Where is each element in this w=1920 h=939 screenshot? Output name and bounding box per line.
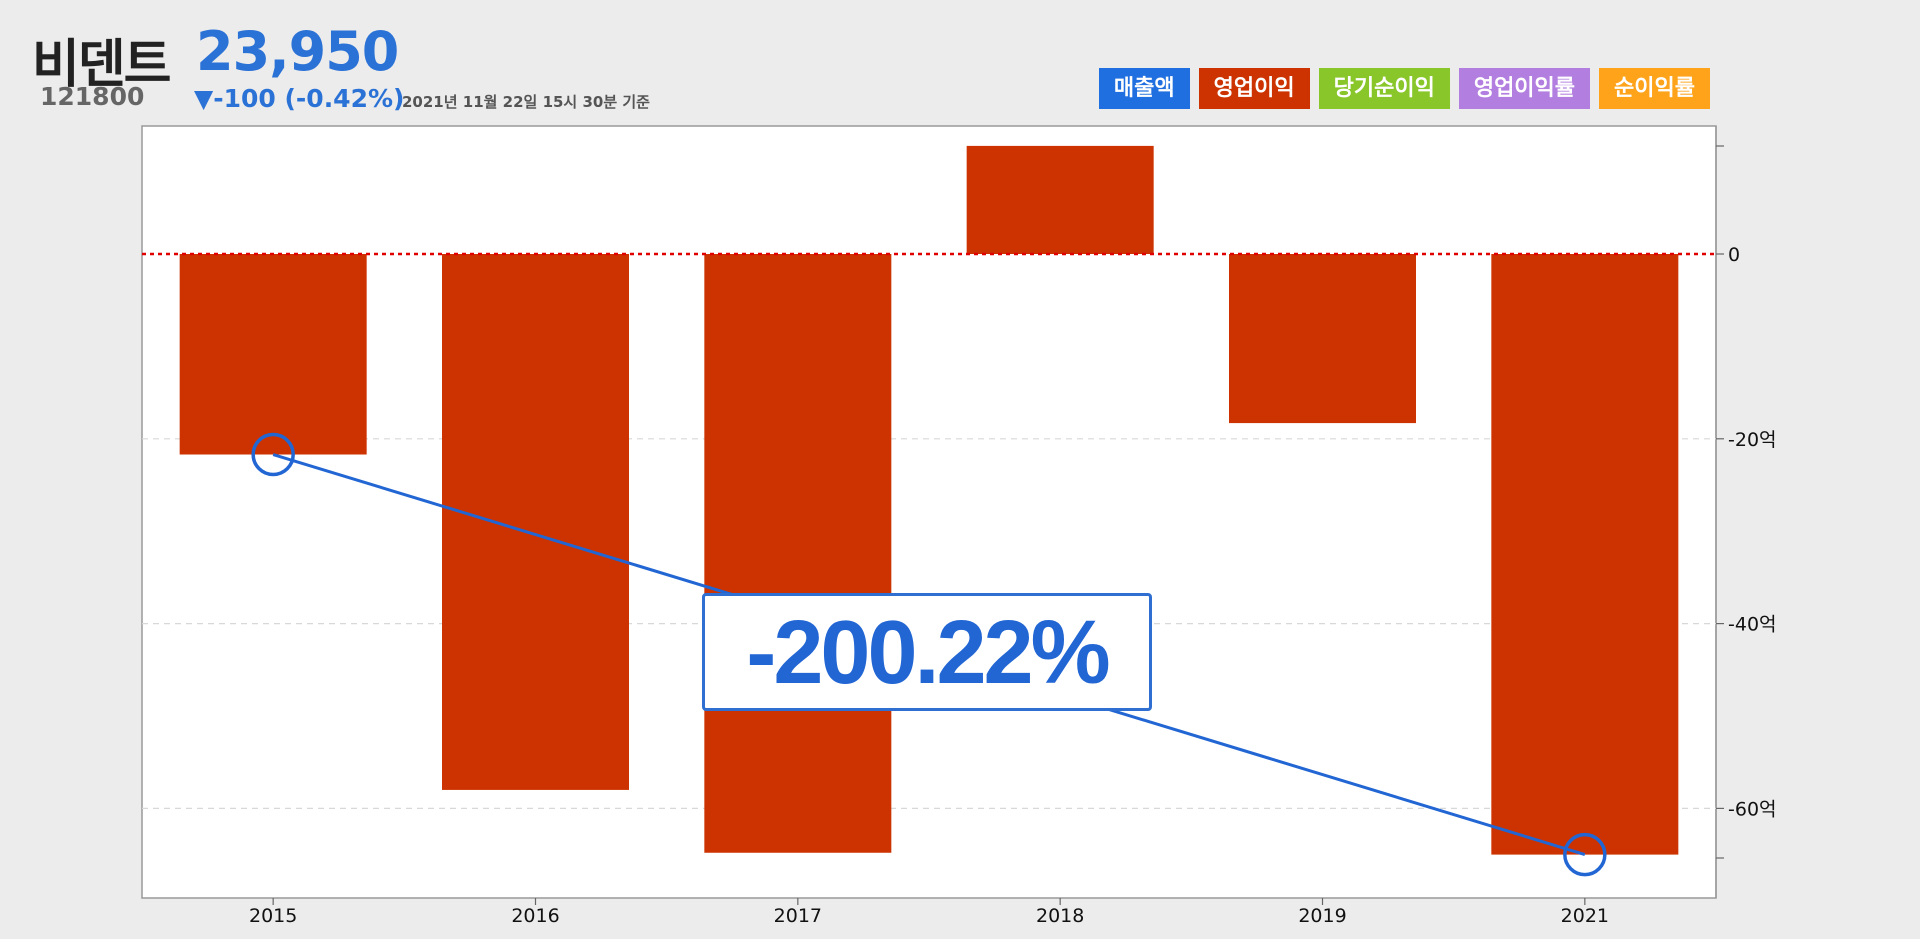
chart-legend: 매출액 영업이익 당기순이익 영업이익률 순이익률 <box>1098 68 1710 109</box>
x-tick-label: 2019 <box>1298 905 1346 927</box>
stock-code: 121800 <box>40 82 145 111</box>
plot-area <box>141 125 1717 899</box>
bar <box>179 254 367 455</box>
timestamp: 2021년 11월 22일 15시 30분 기준 <box>402 93 650 111</box>
x-tick-label: 2017 <box>774 905 822 927</box>
legend-item-revenue[interactable]: 매출액 <box>1098 68 1190 109</box>
trend-start-marker <box>251 432 295 477</box>
y-tick-label: 0 <box>1728 244 1740 266</box>
x-tick-label: 2018 <box>1036 905 1084 927</box>
x-tick-label: 2016 <box>511 905 559 927</box>
bar <box>966 145 1154 254</box>
bar <box>1229 254 1416 424</box>
legend-item-net-margin[interactable]: 순이익률 <box>1599 68 1710 109</box>
y-tick-label: -20억 <box>1728 429 1777 451</box>
y-tick-label: -60억 <box>1728 798 1777 820</box>
legend-item-operating-margin[interactable]: 영업이익률 <box>1458 68 1591 109</box>
x-tick-label: 2021 <box>1561 905 1609 927</box>
bar <box>442 254 629 790</box>
stock-name: 비덴트 <box>32 35 172 95</box>
legend-item-operating-profit[interactable]: 영업이익 <box>1198 68 1310 109</box>
y-tick-label: -40억 <box>1728 614 1777 636</box>
bar <box>1491 254 1679 855</box>
bar <box>704 254 892 853</box>
x-tick-label: 2015 <box>249 905 297 927</box>
trend-end-marker <box>1563 832 1607 877</box>
change-rate-callout: -200.22% <box>702 593 1152 711</box>
price-change: ▼-100 (-0.42%) <box>194 84 405 113</box>
stock-price: 23,950 <box>196 20 399 83</box>
legend-item-net-income[interactable]: 당기순이익 <box>1318 68 1450 109</box>
